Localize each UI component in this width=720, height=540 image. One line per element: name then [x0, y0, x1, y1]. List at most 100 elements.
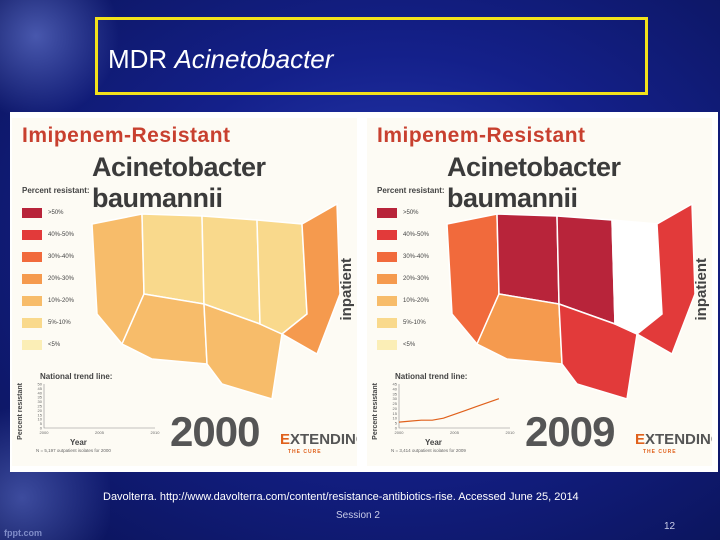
- x-tick-label: 2000: [395, 430, 405, 435]
- legend-swatch: [22, 296, 42, 306]
- legend-item: 10%-20%: [377, 290, 429, 312]
- us-map: [446, 202, 696, 400]
- legend-swatch: [377, 274, 397, 284]
- legend-label: 30%-40%: [48, 254, 75, 260]
- sample-note: N = 5,197 outpatient isolates for 2000: [36, 448, 111, 453]
- y-tick-label: 45: [393, 382, 398, 387]
- map-region-mountain: [141, 213, 205, 305]
- x-tick-label: 2005: [95, 430, 105, 435]
- side-label: inpatient: [338, 258, 355, 321]
- trend-axis: [43, 384, 155, 429]
- legend: >50% 40%-50% 30%-40% 20%-30% 10%-20% 5%-…: [377, 202, 429, 356]
- legend-item: 40%-50%: [377, 224, 429, 246]
- legend-label: 5%-10%: [403, 320, 426, 326]
- y-tick-label: 25: [393, 401, 398, 406]
- sample-note: N = 3,414 outpatient isolates for 2009: [391, 448, 466, 453]
- trend-title: National trend line:: [395, 372, 468, 381]
- y-tick-label: 30: [38, 399, 43, 404]
- legend-label: 5%-10%: [48, 320, 71, 326]
- extending-the-cure-logo: EXTENDING: [635, 431, 712, 448]
- y-tick-label: 30: [393, 396, 398, 401]
- x-tick-label: 2010: [151, 430, 160, 435]
- legend-swatch: [377, 230, 397, 240]
- legend-item: >50%: [22, 202, 74, 224]
- logo-subtext: THE CURE: [288, 449, 322, 455]
- legend-swatch: [22, 230, 42, 240]
- slide-title: MDR Acinetobacter: [108, 44, 333, 75]
- logo-text: XTENDING: [290, 431, 357, 448]
- legend-item: <5%: [377, 334, 429, 356]
- y-tick-label: 15: [38, 412, 43, 417]
- legend-item: 10%-20%: [22, 290, 74, 312]
- legend-label: >50%: [403, 210, 419, 216]
- x-tick-label: 2010: [506, 430, 515, 435]
- legend-swatch: [22, 252, 42, 262]
- panel-subheading: Acinetobacter baumannii: [92, 152, 266, 213]
- title-prefix: MDR: [108, 44, 175, 74]
- legend-swatch: [22, 208, 42, 218]
- legend: >50% 40%-50% 30%-40% 20%-30% 10%-20% 5%-…: [22, 202, 74, 356]
- map-region-mountain: [496, 213, 560, 305]
- trend-axis: [398, 384, 510, 429]
- legend-swatch: [377, 208, 397, 218]
- trend-y-label: Percent resistant: [17, 383, 24, 440]
- map-region-midwest: [611, 219, 663, 335]
- legend-label: <5%: [403, 342, 416, 348]
- us-map: [91, 202, 341, 400]
- title-box: MDR Acinetobacter: [95, 17, 648, 95]
- logo-text: XTENDING: [645, 431, 712, 448]
- legend-label: <5%: [48, 342, 61, 348]
- legend-swatch: [22, 274, 42, 284]
- trend-x-label: Year: [425, 438, 442, 447]
- legend-title: Percent resistant:: [22, 186, 90, 195]
- legend-swatch: [377, 296, 397, 306]
- y-tick-label: 35: [38, 395, 43, 400]
- legend-swatch: [22, 318, 42, 328]
- x-tick-label: 2005: [450, 430, 460, 435]
- legend-item: 30%-40%: [22, 246, 74, 268]
- map-region-east: [635, 202, 696, 356]
- legend-label: 20%-30%: [403, 276, 430, 282]
- y-tick-label: 35: [393, 391, 398, 396]
- panel-heading: Imipenem-Resistant: [22, 124, 231, 147]
- trend-y-label: Percent resistant: [372, 383, 379, 440]
- legend-item: 40%-50%: [22, 224, 74, 246]
- y-tick-label: 15: [393, 411, 398, 416]
- legend-swatch: [377, 340, 397, 350]
- y-tick-label: 10: [393, 416, 398, 421]
- y-tick-label: 40: [38, 390, 43, 395]
- panel-2009: Imipenem-Resistant Acinetobacter baumann…: [367, 118, 712, 466]
- legend-label: 40%-50%: [403, 232, 430, 238]
- y-tick-label: 40: [393, 386, 398, 391]
- y-tick-label: 0: [40, 426, 43, 431]
- legend-item: 20%-30%: [22, 268, 74, 290]
- legend-label: 30%-40%: [403, 254, 430, 260]
- legend-item: 30%-40%: [377, 246, 429, 268]
- trend-title: National trend line:: [40, 372, 113, 381]
- panel-subheading: Acinetobacter baumannii: [447, 152, 621, 213]
- legend-item: 20%-30%: [377, 268, 429, 290]
- y-tick-label: 20: [393, 406, 398, 411]
- panel-heading: Imipenem-Resistant: [377, 124, 586, 147]
- legend-title: Percent resistant:: [377, 186, 445, 195]
- legend-label: 10%-20%: [48, 298, 75, 304]
- logo-subtext: THE CURE: [643, 449, 677, 455]
- y-tick-label: 25: [38, 404, 43, 409]
- y-tick-label: 10: [38, 417, 43, 422]
- map-region-midwest: [256, 219, 308, 335]
- legend-item: 5%-10%: [377, 312, 429, 334]
- extending-the-cure-logo: EXTENDING: [280, 431, 357, 448]
- side-label: inpatient: [693, 258, 710, 321]
- page-number: 12: [664, 521, 676, 532]
- legend-item: <5%: [22, 334, 74, 356]
- legend-label: >50%: [48, 210, 64, 216]
- y-tick-label: 20: [38, 408, 43, 413]
- x-tick-label: 2000: [40, 430, 50, 435]
- watermark: fppt.com: [4, 528, 42, 538]
- legend-swatch: [22, 340, 42, 350]
- citation: Davolterra. http://www.davolterra.com/co…: [103, 491, 579, 503]
- y-tick-label: 50: [38, 382, 43, 387]
- legend-item: >50%: [377, 202, 429, 224]
